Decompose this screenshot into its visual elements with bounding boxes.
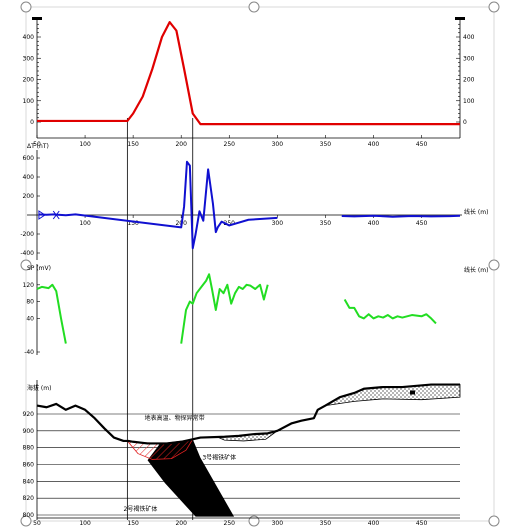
top-x-tick-label: 350 [320, 141, 332, 148]
top-x-tick-label: 150 [127, 141, 139, 148]
sp-y-tick-label: 80 [26, 299, 34, 306]
top-y-tick-label-right: 300 [463, 55, 475, 62]
magnetic-series-line-0 [38, 160, 278, 250]
data-layer: 0 0 100 100 200 200 300 300 400 400 50 100 150 200 250… [20, 21, 488, 527]
top-x-tick-label: 250 [224, 141, 236, 148]
section-x-tick-label: 250 [224, 520, 236, 527]
magnetic-x-tick-label: 300 [272, 220, 284, 227]
top-y-tick-label: 300 [23, 55, 35, 62]
top-x-tick-label: 100 [79, 141, 91, 148]
magnetic-y-tick-label: -200 [20, 231, 34, 238]
section-y-tick-label: 900 [23, 428, 35, 435]
magnetic-x-tick-label: 250 [224, 220, 236, 227]
magnetic-x-tick-label: 100 [79, 220, 91, 227]
top-y-tick-label-right: 200 [463, 77, 475, 84]
section-x-tick-label: 450 [416, 520, 428, 527]
annotation-orebody-2: 2号褐铁矿体 [124, 505, 158, 513]
sp-series-line-0 [36, 283, 67, 344]
magnetic-start-marker [38, 210, 46, 220]
static-layer [27, 17, 465, 520]
top-y-tick-label-right: 400 [463, 34, 475, 41]
magnetic-x-tick-label: 350 [320, 220, 332, 227]
top-right-axis-cap [455, 17, 465, 20]
top-x-tick-label: 400 [368, 141, 380, 148]
top-y-tick-label-right: 0 [463, 119, 467, 126]
magnetic-x-tick-label: 400 [368, 220, 380, 227]
magnetic-y-tick-label: 600 [23, 155, 35, 162]
top-y-tick-label: 200 [23, 77, 35, 84]
top-x-tick-label: 50 [33, 141, 41, 148]
section-y-tick-label: 880 [23, 445, 35, 452]
magnetic-y-tick-label: -400 [20, 250, 34, 257]
sp-y-tick-label: 120 [23, 282, 35, 289]
section-y-tick-label: 840 [23, 478, 35, 485]
magnetic-x-tick-label: 150 [127, 220, 139, 227]
section-y-tick-label: 920 [23, 411, 35, 418]
section-x-tick-label: 350 [320, 520, 332, 527]
magnetic-xlabel: 线长 (m) [464, 208, 488, 216]
magnetic-series-line-1 [341, 214, 461, 218]
annotation-orebody-3: 3号褐铁矿体 [202, 453, 236, 461]
top-x-tick-label: 300 [272, 141, 284, 148]
section-x-tick-label: 400 [368, 520, 380, 527]
section-ylabel: 海拔 (m) [27, 384, 51, 392]
selection-handles[interactable] [20, 1, 500, 527]
magnetic-cross-marker [52, 210, 60, 220]
section-x-tick-label: 300 [272, 520, 284, 527]
sp-y-tick-label: 40 [26, 315, 34, 322]
magnetic-y-tick-label: 400 [23, 174, 35, 181]
top-y-tick-label-right: 100 [463, 98, 475, 105]
section-y-tick-label: 860 [23, 462, 35, 469]
section-x-tick-label: 150 [127, 520, 139, 527]
sp-series-line-1 [180, 273, 269, 344]
section-y-tick-label: 820 [23, 495, 35, 502]
top-y-tick-label: 0 [30, 119, 34, 126]
sp-series-line-2 [343, 299, 437, 325]
section-x-tick-label: 100 [79, 520, 91, 527]
top-y-tick-label: 400 [23, 34, 35, 41]
magnetic-x-tick-label: 450 [416, 220, 428, 227]
annotation-surface-anomaly: 地表高温、物探异常带 [145, 414, 205, 422]
top-x-tick-label: 450 [416, 141, 428, 148]
section-y-tick-label: 800 [23, 512, 35, 519]
image-frame [25, 6, 495, 522]
top-series-line-0 [37, 21, 460, 126]
top-y-tick-label: 100 [23, 98, 35, 105]
section-x-tick-label: 200 [175, 520, 187, 527]
magnetic-y-tick-label: 200 [23, 193, 35, 200]
top-left-axis-cap [32, 17, 42, 20]
magnetic-ylabel: ΔT (nT) [27, 143, 49, 150]
sp-y-tick-label: -40 [24, 349, 34, 356]
overburden-marker [410, 390, 416, 395]
sp-ylabel: SP (mV) [27, 265, 51, 272]
section-terrain-line-0 [36, 383, 460, 445]
sp-xlabel: 线长 (m) [464, 266, 488, 274]
section-x-tick-label: 50 [33, 520, 41, 527]
top-x-tick-label: 200 [175, 141, 187, 148]
